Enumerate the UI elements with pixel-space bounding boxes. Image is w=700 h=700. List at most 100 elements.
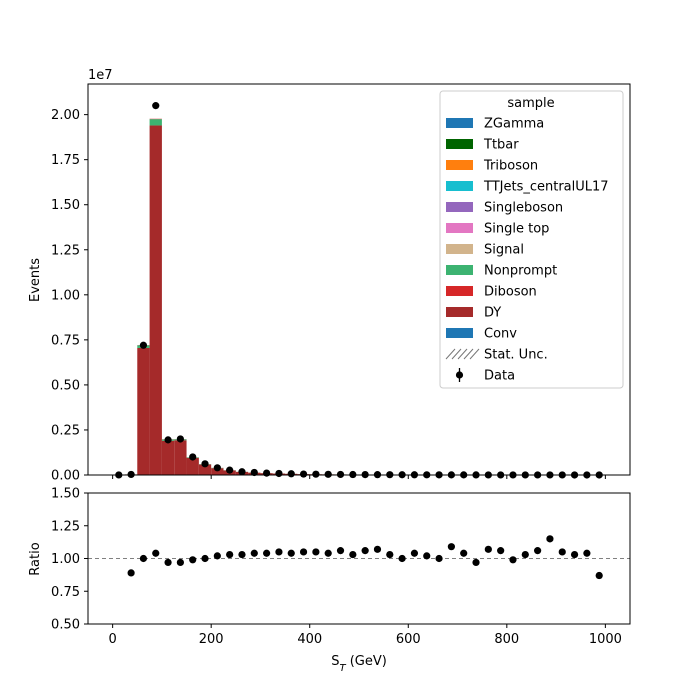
main-y-tick-label: 1.25	[51, 243, 80, 258]
ratio-point	[189, 556, 197, 564]
legend-swatch-singleboson	[446, 202, 473, 212]
ratio-point	[570, 550, 579, 559]
data-point	[312, 470, 320, 478]
legend-label-dy: DY	[484, 306, 501, 321]
ratio-point	[312, 548, 320, 556]
bar-nonprompt-3	[149, 119, 162, 126]
legend-label-ttjets-centralul17: TTJets_centralUL17	[483, 180, 609, 195]
legend-label-stat-unc-: Stat. Unc.	[484, 348, 548, 363]
main-y-tick-label: 0.00	[51, 469, 80, 484]
data-point	[324, 470, 332, 478]
legend-swatch-conv	[446, 328, 473, 338]
main-x-ticks	[112, 475, 606, 479]
ratio-point	[201, 554, 209, 563]
ratio-x-ticks: 0 200 400 600 800 1000	[108, 624, 622, 647]
ratio-point	[423, 552, 431, 560]
ratio-point	[534, 547, 542, 555]
ratio-point	[546, 535, 554, 543]
legend-label-data: Data	[484, 369, 515, 384]
main-panel: 0.00 0.25 0.50 0.75 1.00 1.25 1.50 1.75 2.00 1e7…	[28, 68, 631, 484]
ratio-point	[435, 554, 443, 563]
ratio-point	[460, 549, 468, 557]
legend-swatch-diboson	[446, 286, 473, 296]
ratio-x-tick-label: 400	[297, 632, 322, 647]
ratio-point	[361, 547, 369, 555]
data-point	[127, 470, 135, 479]
ratio-point	[287, 549, 295, 557]
legend-entries: ZGamma Ttbar Triboson TTJets_centralUL17 Sin…	[445, 117, 609, 384]
ratio-points	[127, 535, 603, 580]
legend-swatch-zgamma	[446, 118, 473, 128]
x-axis-label: ST (GeV)	[331, 654, 387, 674]
bar-dy-7	[198, 464, 212, 475]
legend-label-conv: Conv	[484, 327, 517, 342]
data-point	[176, 435, 184, 443]
data-point	[275, 469, 283, 478]
main-y-tick-label: 0.50	[51, 378, 80, 393]
ratio-x-tick-label: 1000	[589, 632, 622, 647]
ratio-point	[176, 558, 184, 567]
y-scale-label: 1e7	[88, 68, 113, 83]
data-point	[238, 468, 246, 476]
legend-hatch-line	[469, 348, 480, 360]
legend-swatch-ttbar	[446, 139, 473, 149]
legend-frame	[439, 90, 624, 389]
ratio-y-ticks: 0.50 0.75 1.00 1.25 1.50	[51, 487, 88, 633]
legend-hatch-line	[463, 348, 474, 360]
ratio-point	[398, 554, 406, 563]
legend-hatch-line	[445, 348, 456, 360]
main-y-tick-label: 1.75	[51, 153, 80, 168]
legend-label-nonprompt: Nonprompt	[484, 264, 557, 279]
data-point	[250, 468, 258, 477]
legend-title: sample	[507, 96, 554, 111]
legend-hatch-line	[451, 348, 462, 360]
ratio-point	[164, 558, 172, 567]
ratio-point	[127, 569, 135, 577]
data-point	[201, 460, 209, 468]
ratio-y-tick-label: 1.00	[51, 552, 80, 567]
ratio-y-tick-label: 1.50	[51, 487, 80, 502]
ratio-point	[373, 545, 382, 553]
ratio-point	[139, 554, 148, 563]
data-point	[164, 436, 172, 444]
bar-dy-2	[137, 347, 150, 475]
ratio-point	[497, 547, 505, 555]
legend-label-zgamma: ZGamma	[484, 117, 544, 132]
ratio-x-tick-label: 800	[494, 632, 519, 647]
legend-hatch-line	[457, 348, 468, 360]
ratio-axes-frame	[87, 492, 631, 625]
data-point	[299, 470, 308, 478]
legend-label-singleboson: Singleboson	[484, 201, 563, 216]
bar-dy-3	[149, 125, 162, 476]
main-y-tick-label: 0.75	[51, 333, 80, 348]
ratio-point	[324, 549, 332, 557]
ratio-point	[226, 550, 234, 559]
legend-swatch-triboson	[446, 160, 473, 170]
legend-swatch-signal	[446, 244, 473, 254]
legend-swatch-ttjets-centralul17	[446, 181, 473, 191]
ratio-x-tick-label: 600	[396, 632, 421, 647]
ratio-x-tick-label: 0	[108, 632, 116, 647]
ratio-point	[336, 547, 345, 555]
legend-label-triboson: Triboson	[483, 159, 538, 174]
ratio-y-tick-label: 0.75	[51, 585, 80, 600]
data-point	[189, 453, 197, 461]
bar-dy-5	[174, 440, 187, 475]
ratio-point	[213, 552, 221, 560]
bar-dy-4	[161, 440, 175, 475]
legend-swatch-nonprompt	[446, 265, 473, 275]
data-point	[263, 469, 271, 477]
ratio-point	[250, 549, 258, 557]
ratio-point	[509, 556, 517, 564]
main-y-tick-label: 1.00	[51, 288, 80, 303]
data-point	[226, 466, 234, 474]
legend-label-signal: Signal	[484, 243, 524, 258]
legend-swatch-data	[455, 368, 464, 382]
main-y-ticks: 0.00 0.25 0.50 0.75 1.00 1.25 1.50 1.75 2.00	[51, 108, 88, 484]
legend-swatch-hatch	[445, 348, 480, 360]
ratio-point	[484, 545, 492, 553]
main-y-tick-label: 2.00	[51, 108, 80, 123]
data-point	[213, 464, 221, 472]
ratio-y-axis-label: Ratio	[28, 542, 43, 575]
